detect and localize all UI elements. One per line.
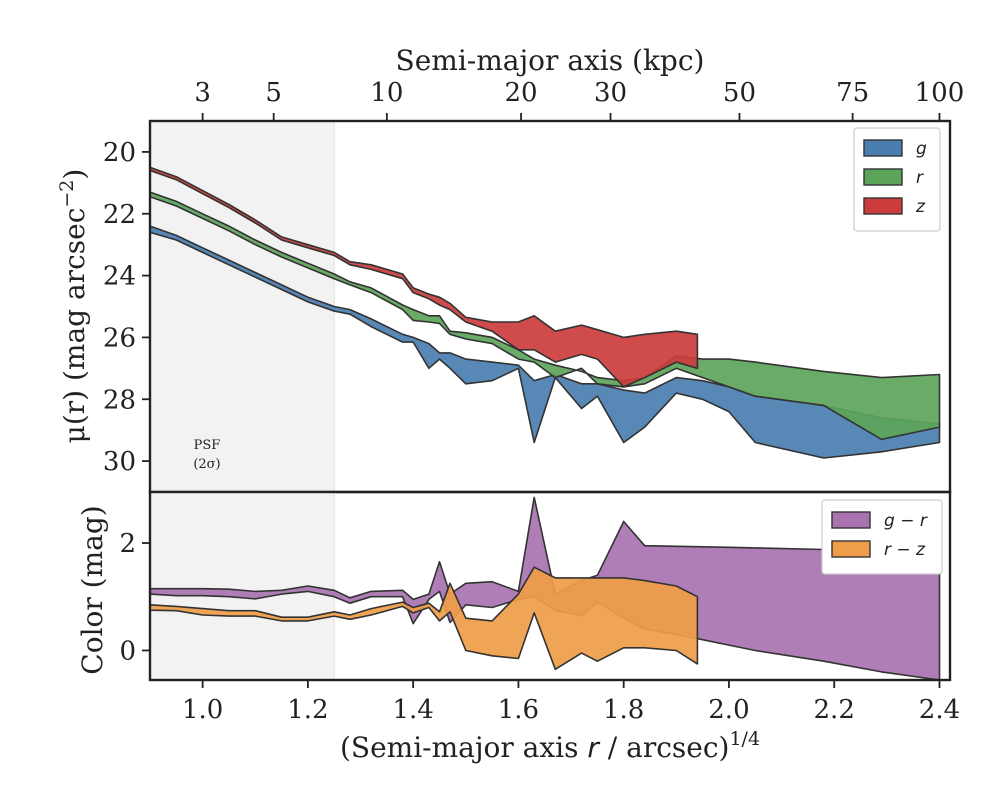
kpc-tick-label-75: 75: [836, 78, 869, 108]
kpc-tick-label-20: 20: [505, 78, 538, 108]
x-tick-label-1.8: 1.8: [603, 695, 644, 725]
kpc-tick-label-100: 100: [915, 78, 965, 108]
y-tick-label-30: 30: [103, 447, 136, 477]
band-g: [149, 225, 941, 459]
legend-swatch-g: [863, 139, 903, 157]
xlabel-main: (Semi-major axis: [340, 731, 587, 764]
legend-label-gr: g − r: [884, 511, 928, 531]
color-y-tick-label-0: 0: [119, 636, 136, 666]
kpc-tick-label-5: 5: [265, 78, 282, 108]
top-legend: grz: [853, 127, 941, 232]
surface-brightness-bands: [149, 166, 941, 459]
y-tick-label-28: 28: [103, 385, 136, 415]
x-tick-label-2.4: 2.4: [919, 695, 960, 725]
xlabel-tail: / arcsec): [599, 731, 730, 764]
y-tick-label-22: 22: [103, 200, 136, 230]
x-tick-label-1.6: 1.6: [498, 695, 539, 725]
bottom-axes-frame: [148, 490, 952, 682]
x-tick-label-2.0: 2.0: [708, 695, 749, 725]
y-tick-label-20: 20: [103, 138, 136, 168]
ylabel-suffix: ): [58, 169, 91, 180]
kpc-tick-label-3: 3: [194, 78, 211, 108]
psf-sigma-label: (2σ): [193, 457, 220, 472]
kpc-tick-label-30: 30: [594, 78, 627, 108]
top-y-ticks: 20 22 24 26 28 30: [103, 138, 150, 477]
x-axis-label: (Semi-major axis r / arcsec)1/4: [340, 728, 760, 764]
xlabel-exponent: 1/4: [729, 728, 760, 750]
legend-swatch-rz: [831, 540, 871, 558]
color-y-tick-label-2: 2: [119, 529, 136, 559]
legend-label-rz: r − z: [884, 540, 926, 560]
legend-swatch-r: [863, 168, 903, 186]
top-kpc-ticks: 3 5 10 20 30 50 75 100: [194, 78, 964, 121]
x-tick-label-1.2: 1.2: [287, 695, 328, 725]
y-axis-label-surface-brightness: μ(r) (mag arcsec−2): [56, 169, 91, 444]
x-tick-label-1.4: 1.4: [392, 695, 433, 725]
bottom-legend: g − r r − z: [821, 499, 943, 575]
bottom-y-ticks: 02: [119, 529, 150, 666]
x-tick-label-1.0: 1.0: [182, 695, 223, 725]
x-tick-label-2.2: 2.2: [814, 695, 855, 725]
legend-label-r: r: [916, 168, 924, 188]
ylabel-exponent: −2: [56, 180, 78, 208]
surface-brightness-panel: PSF (2σ) 20 22 24 26 28 30 3 5 10 20 30 50 75 100 Se…: [56, 44, 964, 494]
color-panel: 02 1.0 1.2 1.4 1.6 1.8 2.0 2.2 2.4 Color (mag) …: [76, 490, 960, 764]
ylabel-prefix: μ(r) (mag arcsec: [58, 208, 91, 444]
legend-swatch-z: [863, 197, 903, 215]
bottom-x-ticks: 1.0 1.2 1.4 1.6 1.8 2.0 2.2 2.4: [182, 680, 960, 725]
xlabel-italic-r: r: [587, 731, 600, 764]
legend-label-g: g: [916, 139, 927, 159]
top-axis-label: Semi-major axis (kpc): [396, 44, 705, 77]
legend-swatch-gr: [831, 511, 871, 529]
y-tick-label-26: 26: [103, 323, 136, 353]
legend-label-z: z: [915, 197, 926, 217]
kpc-tick-label-10: 10: [370, 78, 403, 108]
y-axis-label-color: Color (mag): [76, 505, 109, 674]
band-r: [149, 191, 941, 441]
psf-label: PSF: [194, 438, 221, 453]
y-tick-label-24: 24: [103, 262, 136, 292]
kpc-tick-label-50: 50: [723, 78, 756, 108]
band-rz: [149, 566, 699, 671]
band-z: [149, 166, 699, 388]
